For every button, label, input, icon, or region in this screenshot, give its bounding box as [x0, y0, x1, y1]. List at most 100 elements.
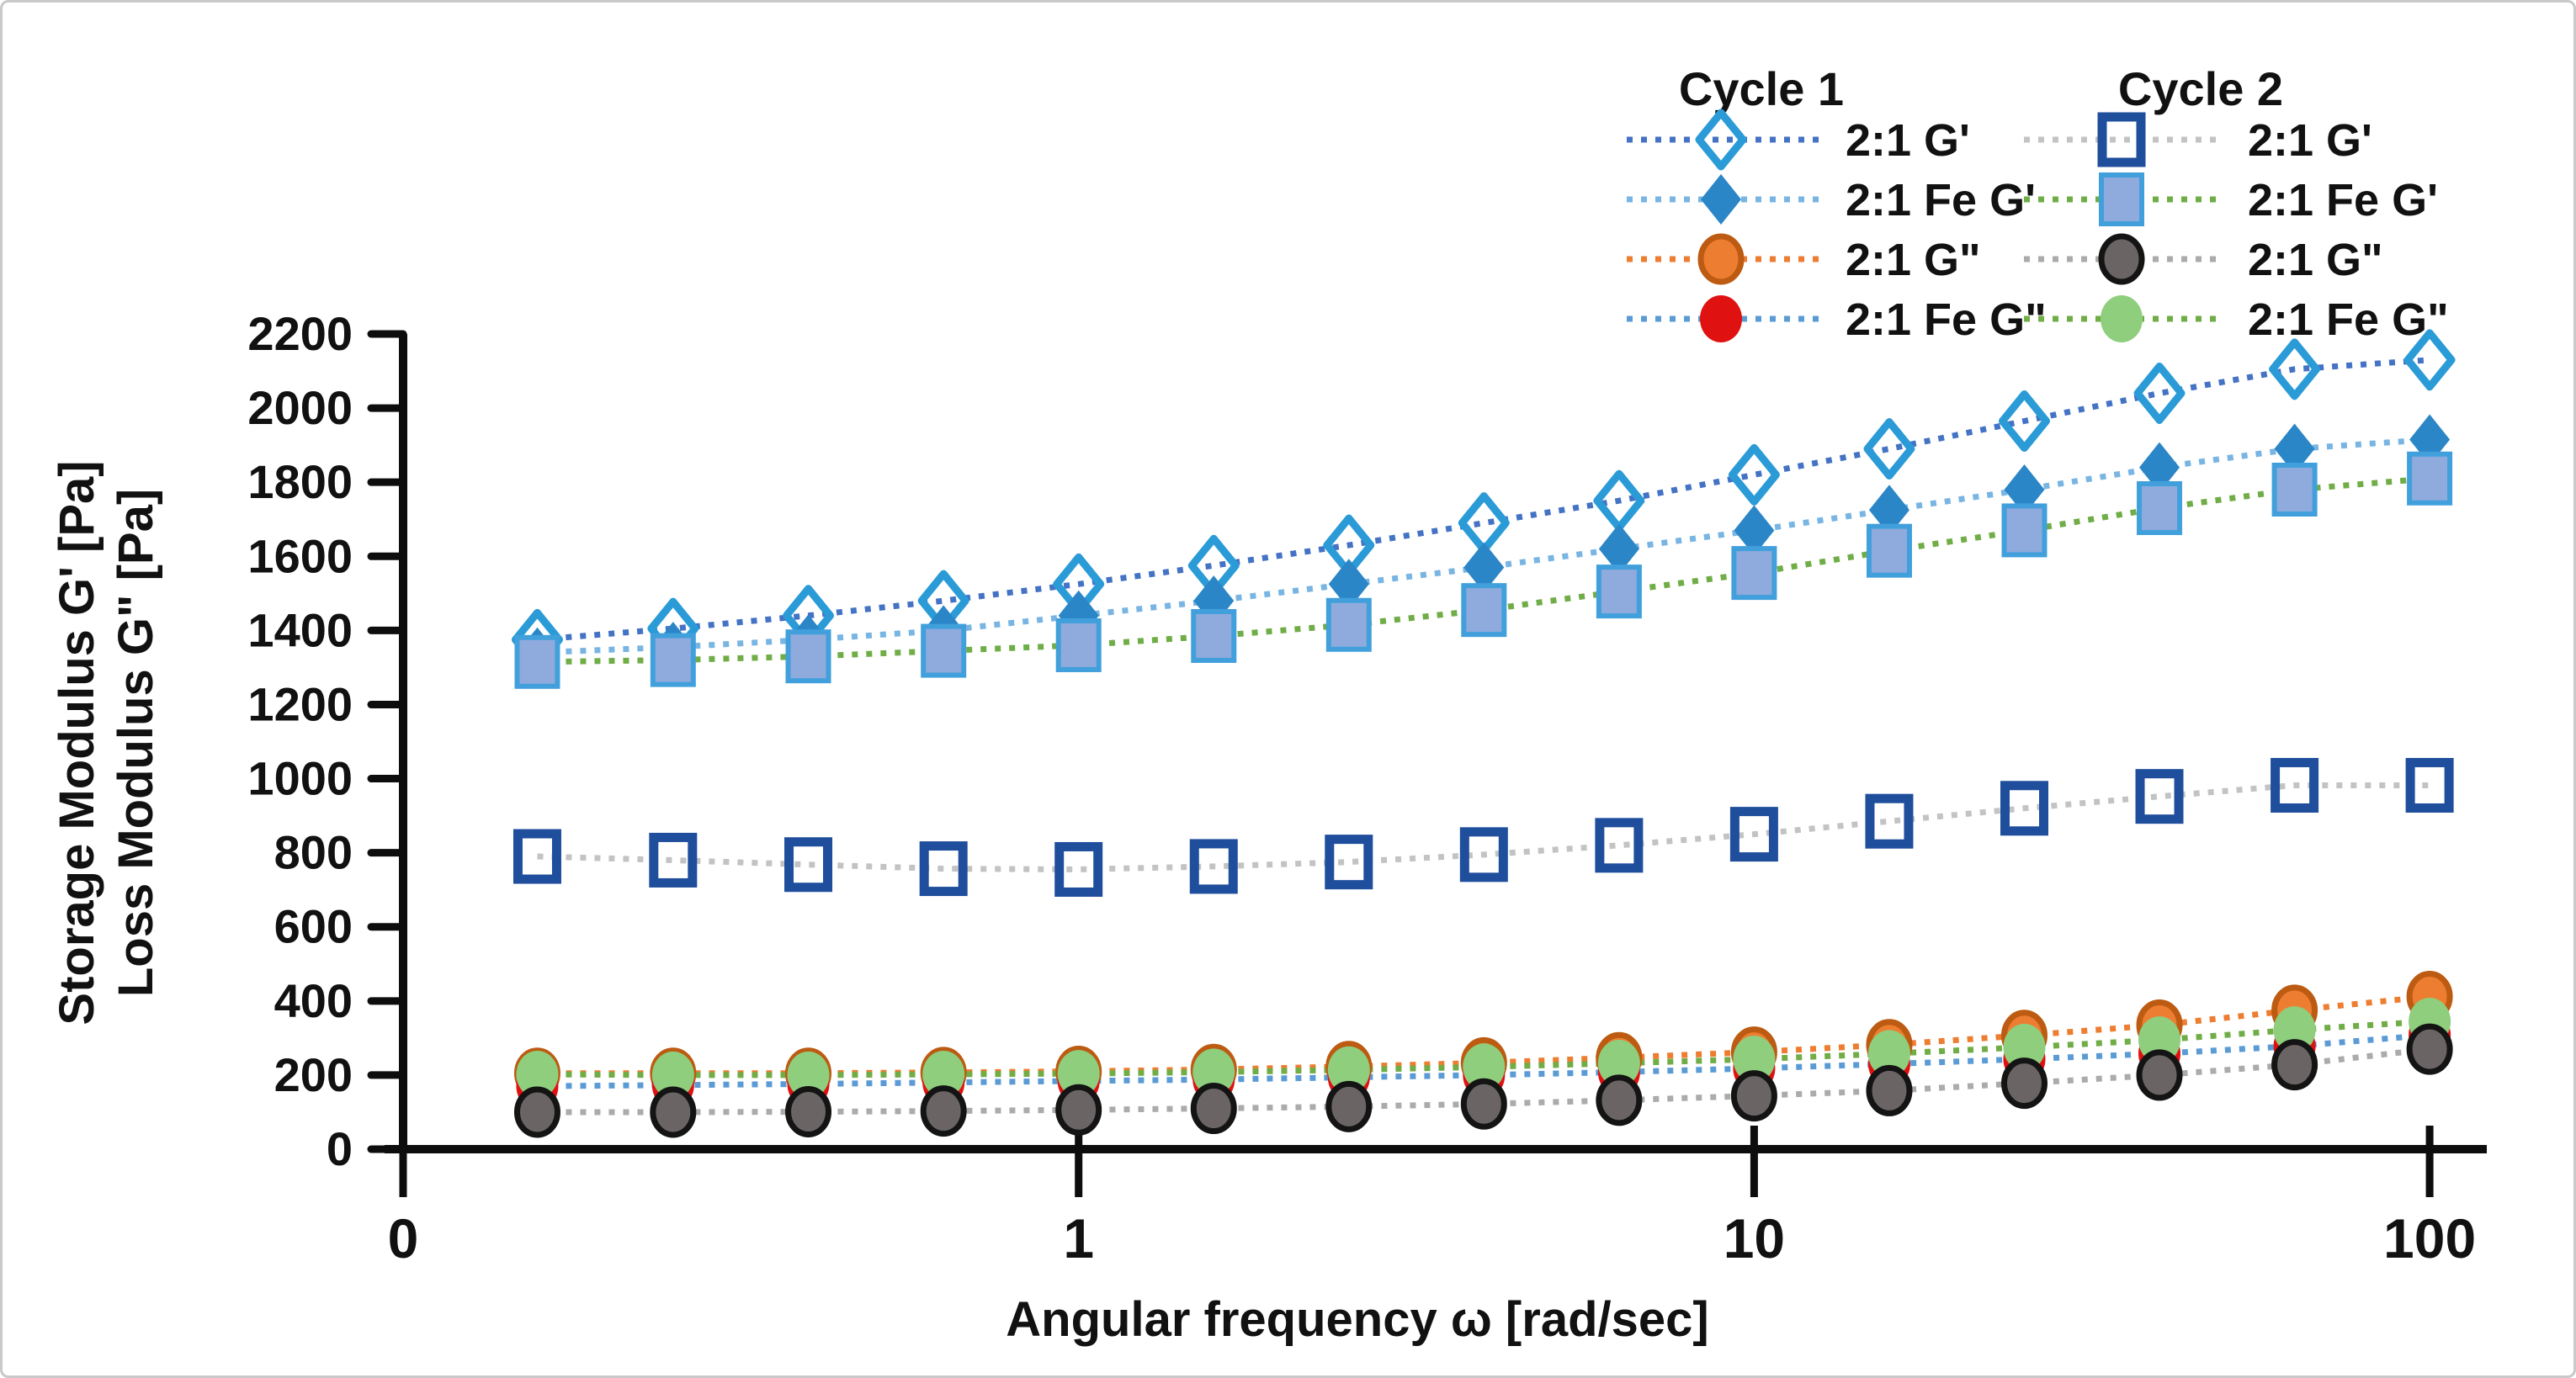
marker-c2-fe-gprime: [2271, 462, 2318, 517]
marker-c2-fe-gprime: [1596, 564, 1642, 619]
marker-c2-gprime: [513, 829, 561, 884]
marker-c2-fe-gdbl: [1733, 1035, 1776, 1083]
marker-c2-gdbl: [920, 1085, 967, 1137]
marker-c1-fe-gprime: [1463, 542, 1505, 593]
marker-c2-fe-gdbl: [1057, 1050, 1100, 1098]
marker-c1-gprime: [1458, 492, 1510, 554]
marker-c1-fe-gprime: [2139, 442, 2180, 493]
legend-item-c1-fe-gdbl: 2:1 Fe G": [1627, 294, 2047, 345]
marker-c2-gprime: [1595, 818, 1644, 873]
marker-c2-fe-gprime: [2001, 503, 2048, 558]
marker-c2-fe-gdbl: [2273, 1006, 2316, 1054]
marker-c2-gprime: [2405, 757, 2454, 813]
legend-label-c1-fe-gprime: 2:1 Fe G': [1846, 175, 2036, 225]
marker-c2-gdbl: [2136, 1049, 2183, 1101]
legend-label-c2-fe-gprime: 2:1 Fe G': [2248, 175, 2438, 225]
marker-c2-gdbl: [2098, 233, 2145, 285]
marker-c2-fe-gdbl: [1597, 1039, 1640, 1087]
marker-c2-gprime: [1729, 807, 1778, 862]
marker-c2-fe-gprime: [2137, 481, 2183, 536]
legend-item-c2-gprime: 2:1 G': [2024, 112, 2372, 167]
marker-c2-fe-gdbl: [2138, 1016, 2181, 1064]
marker-c1-gprime: [2269, 338, 2321, 400]
marker-c1-fe-gprime: [2274, 423, 2315, 474]
marker-c2-fe-gprime: [785, 629, 831, 684]
legend-item-c1-gdbl: 2:1 G": [1627, 233, 1981, 285]
marker-c2-fe-gprime: [1461, 583, 1507, 638]
y-tick-label: 2000: [247, 381, 353, 434]
marker-c2-fe-gprime: [2099, 172, 2144, 226]
marker-c2-fe-gprime: [1055, 617, 1102, 672]
marker-c1-fe-gdbl: [1700, 295, 1742, 342]
x-tick-group: 0 1 10 100: [388, 1126, 2476, 1269]
marker-c2-gprime: [1054, 841, 1103, 897]
marker-c2-fe-gprime: [921, 623, 967, 678]
marker-c2-gdbl: [785, 1086, 832, 1138]
legend-header-2: Cycle 2: [2118, 62, 2283, 115]
y-tick-label: 1800: [247, 455, 353, 508]
marker-c2-gdbl: [2271, 1039, 2318, 1091]
marker-c2-fe-gprime: [650, 633, 696, 687]
series-line-c2-gprime: [537, 782, 2430, 872]
marker-c2-gprime: [2135, 769, 2184, 824]
marker-c1-fe-gprime: [1734, 505, 1775, 556]
marker-c2-fe-gdbl: [922, 1051, 965, 1099]
marker-c2-fe-gdbl: [1867, 1030, 1910, 1078]
marker-c1-gprime: [1863, 418, 1915, 480]
marker-c2-fe-gprime: [1325, 597, 1372, 652]
x-tick-label: 10: [1724, 1207, 1785, 1269]
marker-c2-fe-gdbl: [651, 1051, 694, 1099]
marker-c2-gprime: [919, 841, 968, 897]
y-tick-label: 200: [274, 1048, 353, 1101]
x-tick-label: 0: [388, 1207, 419, 1269]
marker-c2-fe-gprime: [1731, 546, 1777, 601]
marker-c1-gprime: [1695, 109, 1747, 171]
series-markers-c2-fe-gprime: [514, 451, 2453, 689]
legend-label-c2-fe-gdbl: 2:1 Fe G": [2248, 294, 2449, 345]
y-axis-title-line1: Storage Modulus G' [Pa]: [50, 460, 104, 1025]
legend-label-c1-fe-gdbl: 2:1 Fe G": [1846, 294, 2047, 345]
legend-label-c1-gprime: 2:1 G': [1846, 115, 1970, 166]
marker-c2-fe-gdbl: [787, 1051, 830, 1099]
marker-c1-fe-gprime: [1598, 523, 1639, 575]
marker-c2-gdbl: [1460, 1078, 1507, 1130]
legend-label-c2-gdbl: 2:1 G": [2248, 235, 2383, 285]
marker-c2-gprime: [1325, 835, 1373, 890]
y-tick-label: 800: [274, 826, 353, 879]
marker-c2-gprime: [1189, 839, 1238, 894]
marker-c1-fe-gprime: [1868, 485, 1909, 536]
marker-c2-gprime: [784, 837, 833, 893]
marker-c1-fe-gprime: [2004, 464, 2045, 515]
y-tick-label: 1400: [247, 603, 353, 656]
y-tick-label: 1200: [247, 677, 353, 730]
marker-c1-gdbl: [1697, 233, 1745, 285]
marker-c1-gprime: [1999, 390, 2050, 453]
legend-label-c1-gdbl: 2:1 G": [1846, 235, 1981, 285]
marker-c2-fe-gdbl: [2101, 295, 2143, 342]
marker-c2-gdbl: [1325, 1080, 1373, 1132]
marker-c2-gprime: [2000, 781, 2048, 836]
axes: [385, 334, 2487, 1153]
series-markers-c2-gdbl: [513, 1023, 2453, 1138]
legend-item-c2-fe-gdbl: 2:1 Fe G": [2024, 294, 2449, 345]
marker-c2-fe-gprime: [514, 634, 560, 689]
marker-c1-fe-gprime: [1328, 559, 1369, 610]
y-tick-label: 2200: [247, 307, 353, 360]
y-tick-label: 1000: [247, 752, 353, 805]
marker-c1-fe-gprime: [1701, 174, 1741, 225]
marker-c2-fe-gdbl: [1463, 1043, 1506, 1091]
marker-c2-gprime: [2097, 112, 2146, 167]
legend-label-c2-gprime: 2:1 G': [2248, 115, 2372, 166]
series-line-c1-fe-gprime: [537, 437, 2430, 656]
rheology-modulus-chart: 0200400600800100012001400160018002000220…: [50, 62, 2487, 1347]
marker-c2-gdbl: [1190, 1083, 1237, 1135]
marker-c1-gprime: [1728, 443, 1780, 506]
marker-c2-gdbl: [2000, 1057, 2048, 1110]
legend-header-1: Cycle 1: [1679, 62, 1844, 115]
marker-c2-gprime: [1865, 793, 1914, 849]
marker-c2-fe-gdbl: [516, 1051, 559, 1099]
marker-c2-fe-gprime: [1191, 608, 1237, 663]
marker-c2-gdbl: [2406, 1023, 2453, 1075]
marker-c2-gdbl: [1055, 1084, 1102, 1136]
marker-c2-gprime: [649, 832, 698, 888]
